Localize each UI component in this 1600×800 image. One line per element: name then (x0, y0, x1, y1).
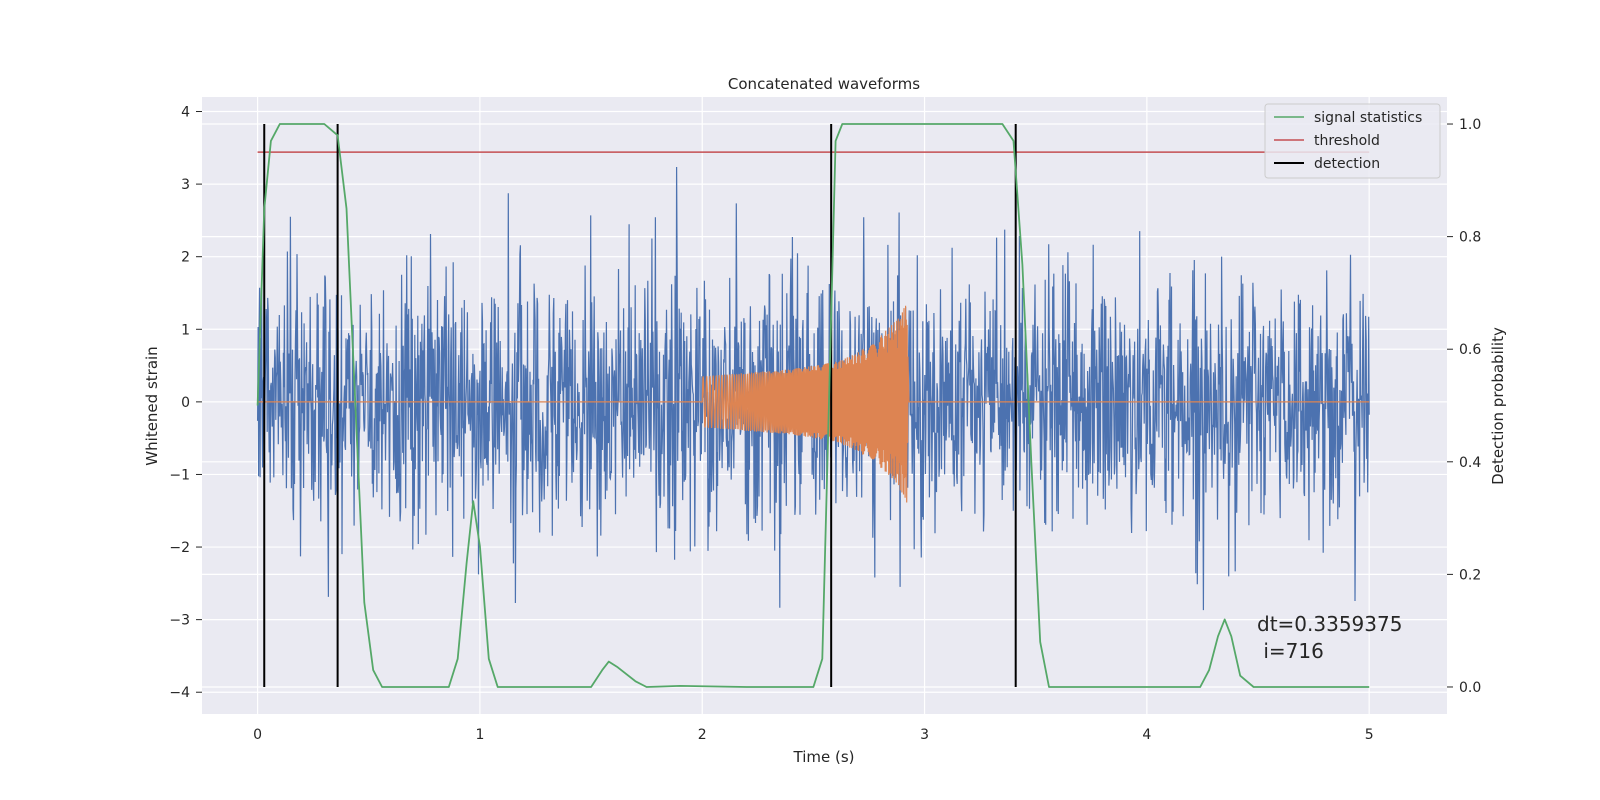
y-tick-label-left: 4 (181, 105, 190, 121)
x-tick-label: 0 (253, 727, 262, 743)
x-tick-label: 2 (698, 727, 707, 743)
y-tick-label-left: −4 (169, 685, 190, 701)
legend: signal statistics threshold detection (1264, 103, 1441, 179)
legend-box (1264, 103, 1441, 179)
noise-series (257, 166, 1370, 611)
legend-label-threshold: threshold (1314, 133, 1380, 149)
y-tick-label-right: 0.8 (1459, 230, 1481, 246)
x-tick-label: 1 (475, 727, 484, 743)
y-axis-label-right: Detection probability (1489, 327, 1507, 485)
legend-label-detection: detection (1314, 156, 1380, 172)
signal-line (257, 305, 1370, 503)
y-tick-label-left: 1 (181, 322, 190, 338)
y-tick-label-left: −3 (169, 613, 190, 629)
y-axis-label-left: Whitened strain (143, 346, 161, 465)
annotation-dt: dt=0.3359375 (1257, 612, 1402, 636)
y-tick-label-left: 3 (181, 177, 190, 193)
x-axis-label: Time (s) (793, 748, 855, 766)
y-tick-label-right: 0.6 (1459, 342, 1481, 358)
y-tick-label-right: 0.2 (1459, 567, 1481, 583)
statistics-line (256, 123, 1370, 688)
y-tick-label-left: −1 (169, 467, 190, 483)
y-tick-label-left: 2 (181, 250, 190, 266)
tick-labels: 0 1 2 3 4 5 −4 −3 −2 −1 0 1 2 3 4 0.0 0.2 0.4 0.6 0.8 1.0 (169, 105, 1481, 743)
annotation-index: i=716 (1257, 639, 1324, 663)
statistics-series (256, 123, 1370, 688)
x-tick-label: 3 (920, 727, 929, 743)
legend-label-statistics: signal statistics (1314, 110, 1422, 126)
noise-line (257, 166, 1370, 611)
chart-title: Concatenated waveforms (728, 75, 920, 93)
y-tick-label-right: 0.0 (1459, 680, 1481, 696)
grid (202, 97, 1447, 714)
x-tick-label: 4 (1142, 727, 1151, 743)
y-tick-label-left: 0 (181, 395, 190, 411)
y-tick-label-right: 1.0 (1459, 117, 1481, 133)
y-tick-label-right: 0.4 (1459, 455, 1481, 471)
x-tick-label: 5 (1365, 727, 1374, 743)
signal-series (257, 305, 1370, 503)
y-tick-label-left: −2 (169, 540, 190, 556)
